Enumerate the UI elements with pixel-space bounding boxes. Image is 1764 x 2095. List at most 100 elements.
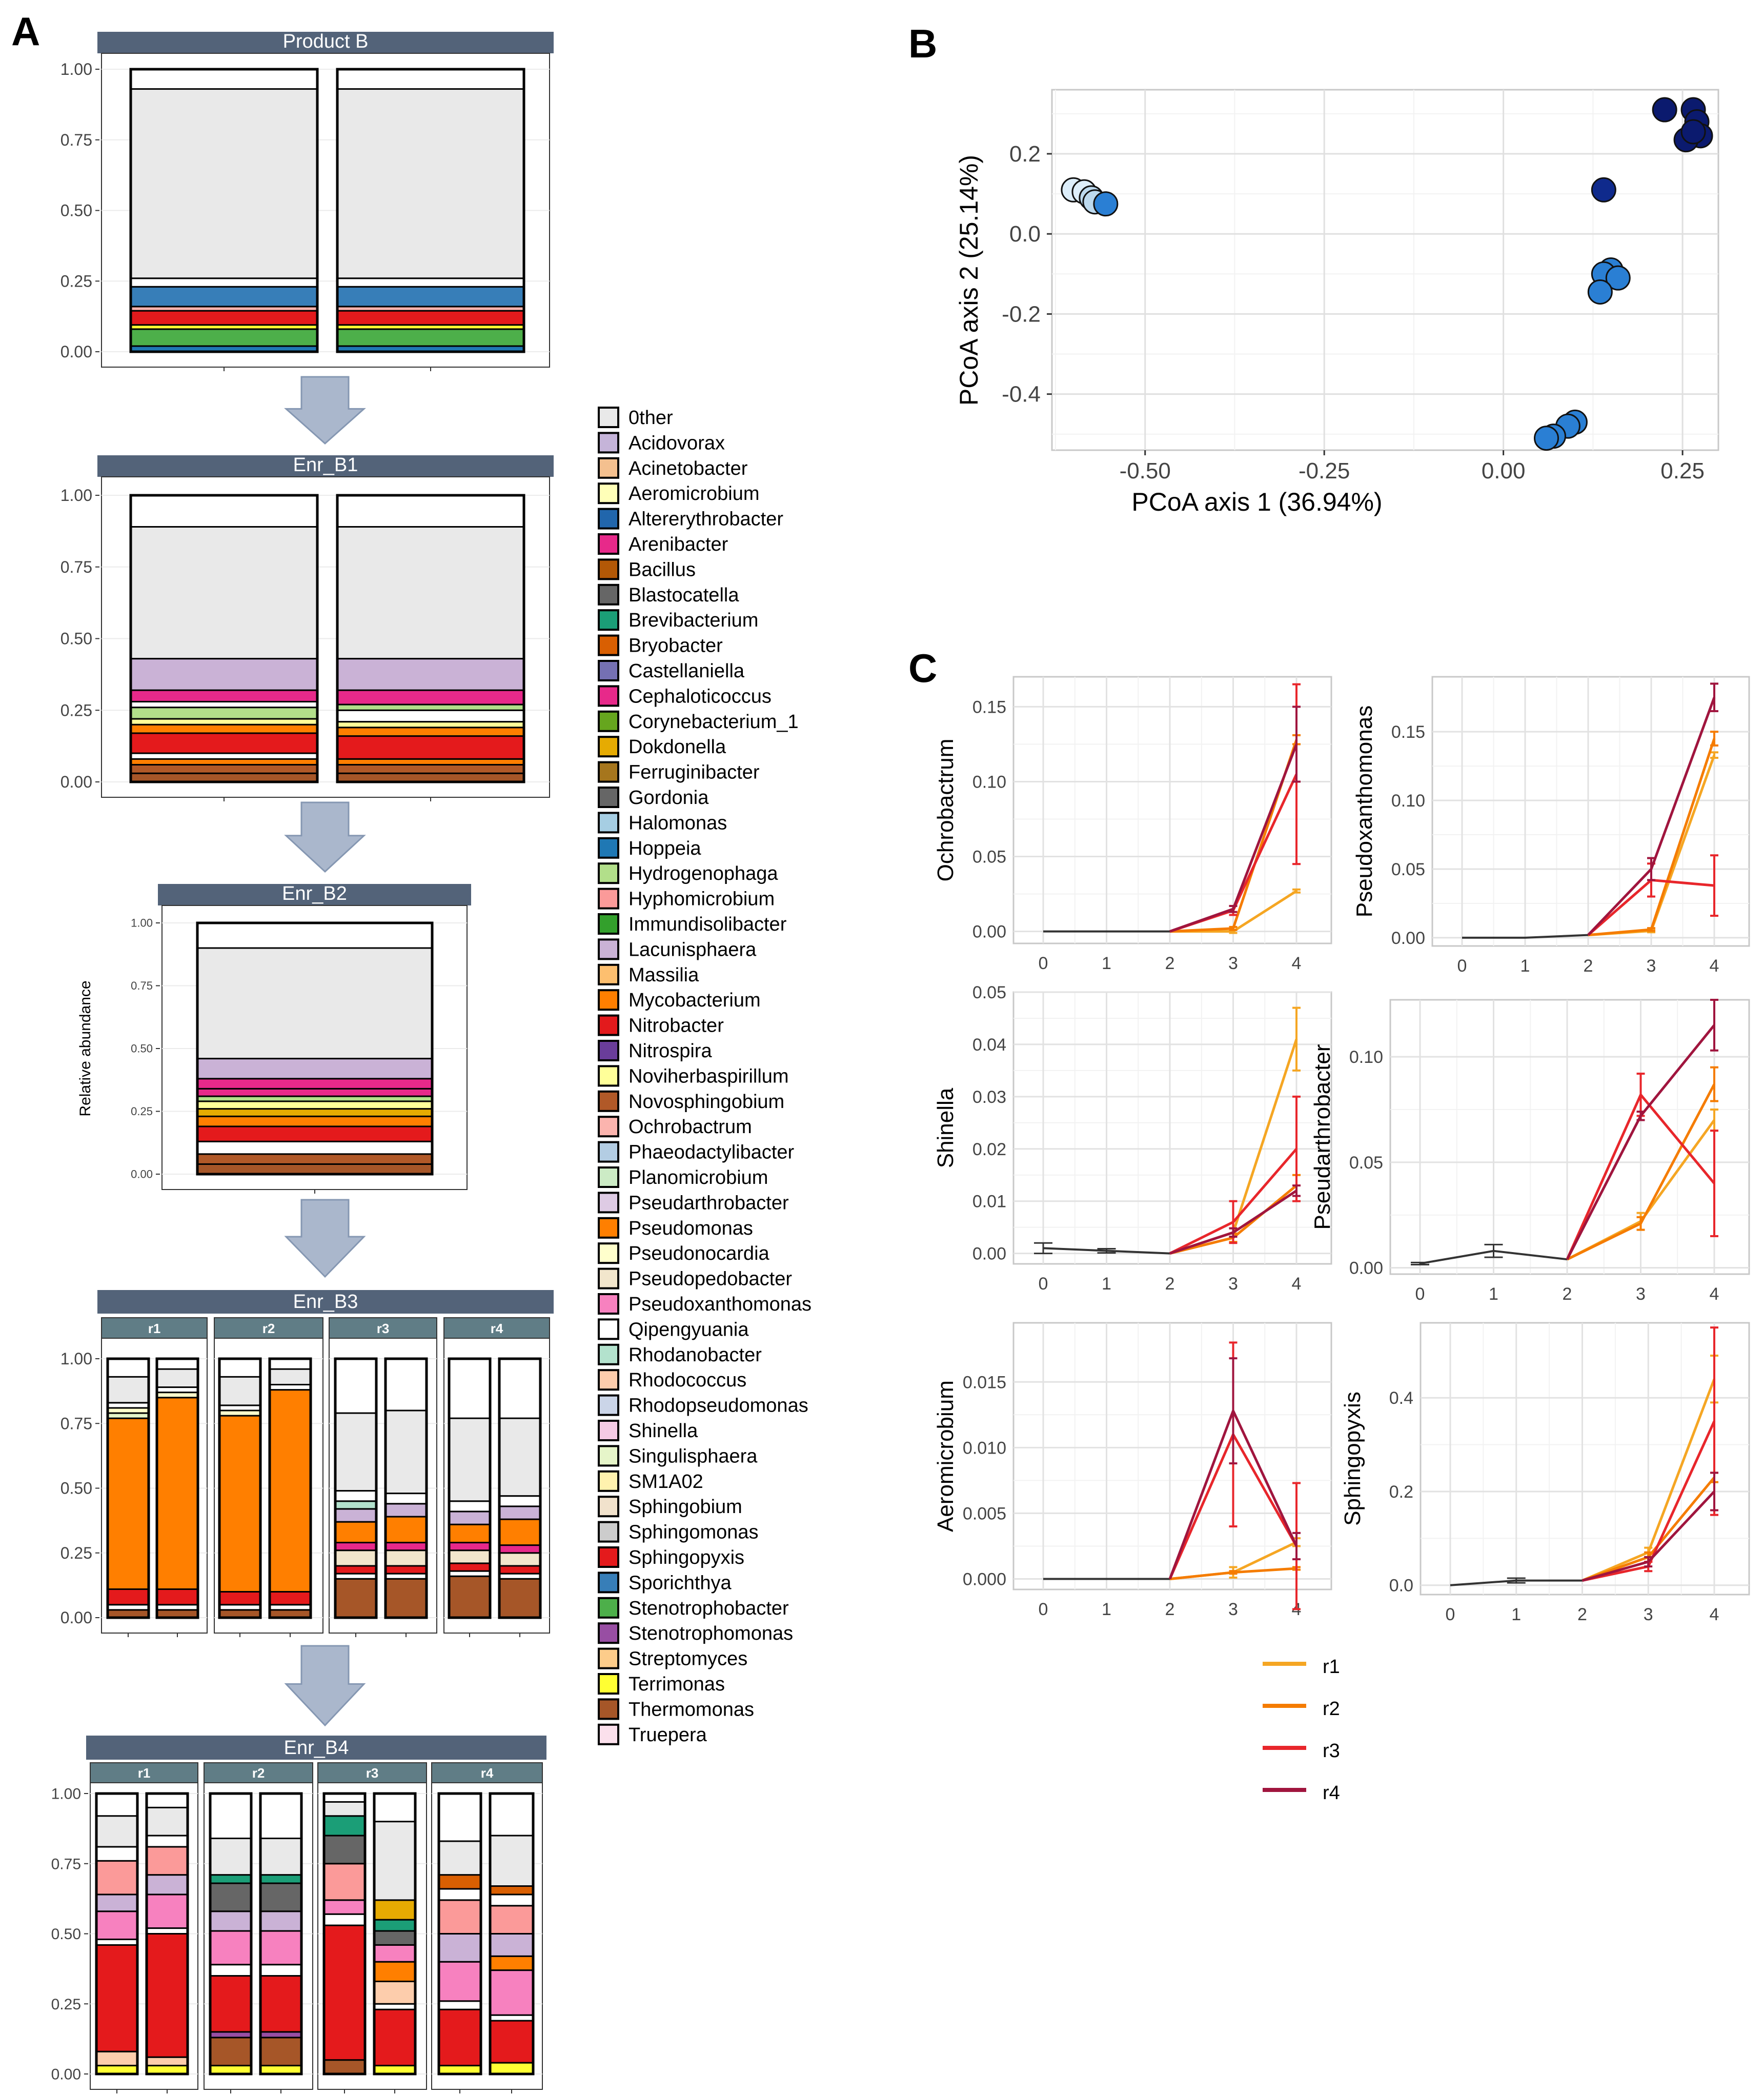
legend-swatch [598, 1369, 619, 1391]
plot-area [1012, 991, 1332, 1265]
legend-label: Rhodopseudomonas [628, 1395, 808, 1417]
legend-label: Singulisphaera [628, 1445, 758, 1467]
bar-segment [384, 1493, 428, 1505]
bar-segment [323, 1899, 366, 1915]
bar-segment [107, 1412, 150, 1419]
bar-segment [334, 1578, 377, 1619]
stage-arrow [284, 376, 366, 445]
x-tick-label: 0.25 [1660, 458, 1705, 484]
legend-label: r1 [1323, 1656, 1340, 1678]
legend-item: Ferruginibacter [598, 761, 760, 783]
bar-segment [209, 1930, 252, 1966]
bar-segment [196, 1125, 433, 1142]
scatter-point [1093, 191, 1119, 217]
legend-swatch [598, 1420, 619, 1441]
bar-outline [268, 1357, 312, 1619]
stage-title: Enr_B2 [282, 883, 347, 904]
bar-segment [438, 1840, 482, 1876]
stacked-bar [322, 1792, 367, 2093]
legend-label: Sporichthya [628, 1572, 732, 1594]
legend-label: Pseudarthrobacter [628, 1192, 789, 1214]
stage-title-strip [97, 1290, 554, 1314]
y-tick-label: 0.03 [972, 1087, 1006, 1107]
bar-outline [129, 68, 319, 353]
x-tick-label: 4 [1292, 1274, 1302, 1294]
legend-label: Ochrobactrum [628, 1116, 752, 1138]
stage-title-strip [97, 32, 554, 53]
legend-label: Pseudonocardia [628, 1243, 770, 1264]
bar-segment [156, 1604, 199, 1611]
legend-item: Aeromicrobium [598, 482, 760, 505]
y-tick-label: 1.00 [60, 1349, 92, 1368]
bar-segment [323, 1863, 366, 1901]
bar-segment [336, 758, 525, 766]
bar-segment [384, 1516, 428, 1544]
bar-segment [196, 1087, 433, 1097]
legend-item: Novosphingobium [598, 1090, 784, 1113]
baseline-series [1462, 934, 1589, 939]
facet [101, 476, 550, 801]
legend-item-r2: r2 [1263, 1698, 1340, 1720]
bar-segment [95, 1846, 138, 1862]
bar-segment [438, 1888, 482, 1901]
legend-item: Acinetobacter [598, 457, 748, 479]
bar-segment [259, 1882, 302, 1912]
legend-swatch [598, 963, 619, 985]
bar-segment [498, 1565, 541, 1575]
y-tick-label: 0.25 [131, 1105, 153, 1118]
y-tick-label: 0.00 [1349, 1259, 1383, 1278]
bar-outline [334, 1357, 378, 1619]
bar-outline [373, 1792, 417, 2076]
bar-segment [489, 2062, 534, 2075]
stage-enr_b3: Enr_B3 0.00 0.25 0.50 0.75 1.00 Relative abund… [0, 1290, 554, 1637]
legend-label: Lacunisphaera [628, 939, 757, 960]
stacked-bar [334, 1357, 378, 1637]
y-tick-label: 0.4 [1389, 1388, 1413, 1408]
legend-item: Terrimonas [598, 1673, 725, 1695]
bar-segment [130, 328, 318, 347]
x-axis-label: PCoA axis 1 (36.94%) [1131, 488, 1382, 516]
bar-segment [448, 1562, 491, 1572]
bar-segment [146, 1893, 189, 1929]
stacked-bar [373, 1792, 417, 2093]
y-tick-label: 0.05 [972, 848, 1006, 867]
legend-label: Noviherbaspirillum [628, 1065, 789, 1087]
stage-title-strip [158, 884, 471, 905]
bar-segment [334, 1549, 377, 1567]
x-tick-label: 3 [1228, 1274, 1238, 1294]
bar-segment [146, 1835, 189, 1848]
legend-label: Immundisolibacter [628, 914, 787, 935]
facet-strip [431, 1762, 543, 1783]
bar-segment [336, 526, 525, 660]
stacked-bar [448, 1357, 492, 1637]
y-tick-label: 0.05 [972, 983, 1006, 1002]
bar-segment [334, 1508, 377, 1523]
bar-segment [373, 2008, 416, 2067]
bar-segment [373, 1980, 416, 2005]
bar-segment [130, 310, 318, 326]
bar-outline [498, 1357, 542, 1619]
facet: r4 [443, 1317, 550, 1637]
bar-segment [196, 1078, 433, 1090]
bar-outline [259, 1792, 303, 2076]
legend-label: Bacillus [628, 559, 696, 580]
x-tick-label: -0.50 [1120, 458, 1171, 484]
y-tick-label: 0.15 [1391, 722, 1425, 742]
y-axis-label: Ochrobactrum [933, 739, 958, 882]
bar-segment [498, 1573, 541, 1580]
legend-label: Terrimonas [628, 1674, 725, 1695]
legend-label: r3 [1323, 1740, 1340, 1762]
legend-item: Rhodanobacter [598, 1343, 762, 1366]
plot-area [1012, 1322, 1332, 1590]
y-axis-label: Relative abundance [77, 980, 94, 1116]
legend-swatch [598, 609, 619, 631]
bar-segment [448, 1570, 491, 1577]
bar-segment [156, 1392, 199, 1399]
panel-b-letter: B [908, 21, 937, 66]
bar-segment [384, 1549, 428, 1567]
legend-swatch [598, 1698, 619, 1720]
stacked-bar [209, 1792, 253, 2093]
